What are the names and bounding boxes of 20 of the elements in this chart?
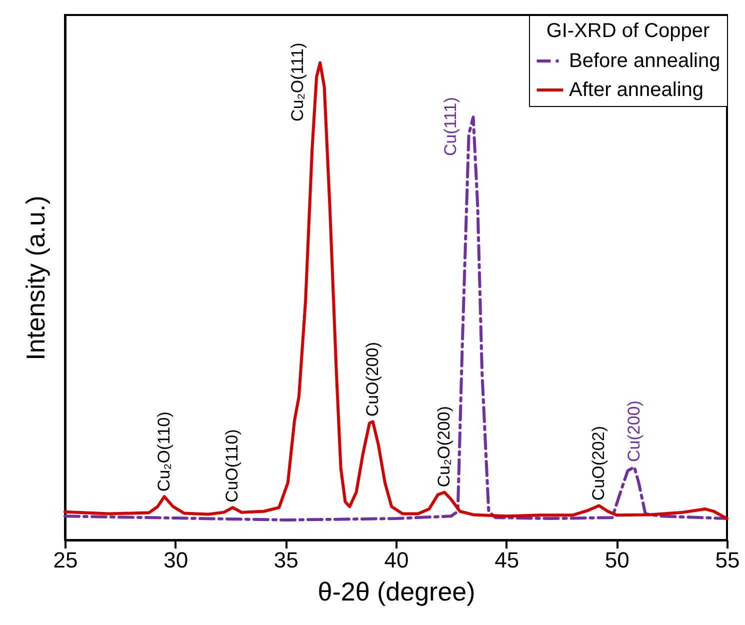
annotation: CuO(200) (362, 342, 382, 417)
x-tick-label: 35 (274, 548, 298, 572)
annotation: Cu₂O(110) (154, 412, 174, 492)
x-tick-label: 55 (715, 548, 740, 572)
x-tick-label: 45 (494, 548, 520, 572)
annotation: Cu₂O(111) (288, 42, 308, 122)
annotation: Cu(111) (441, 97, 460, 156)
legend-label: Before annealing (569, 50, 720, 72)
annotation: CuO(110) (222, 429, 242, 503)
x-tick-label: 50 (604, 548, 630, 572)
x-tick-label: 40 (384, 548, 409, 572)
annotation: Cu₂O(200) (434, 406, 454, 488)
x-axis-title: θ-2θ (degree) (318, 576, 476, 606)
y-axis-title: Intensity (a.u.) (20, 196, 50, 360)
annotation: Cu(200) (624, 400, 644, 462)
x-tick-label: 30 (164, 548, 188, 572)
annotation: CuO(202) (589, 426, 608, 501)
x-tick-label: 25 (53, 548, 78, 572)
legend-title: GI-XRD of Copper (546, 20, 710, 42)
legend-label: After annealing (569, 79, 704, 101)
